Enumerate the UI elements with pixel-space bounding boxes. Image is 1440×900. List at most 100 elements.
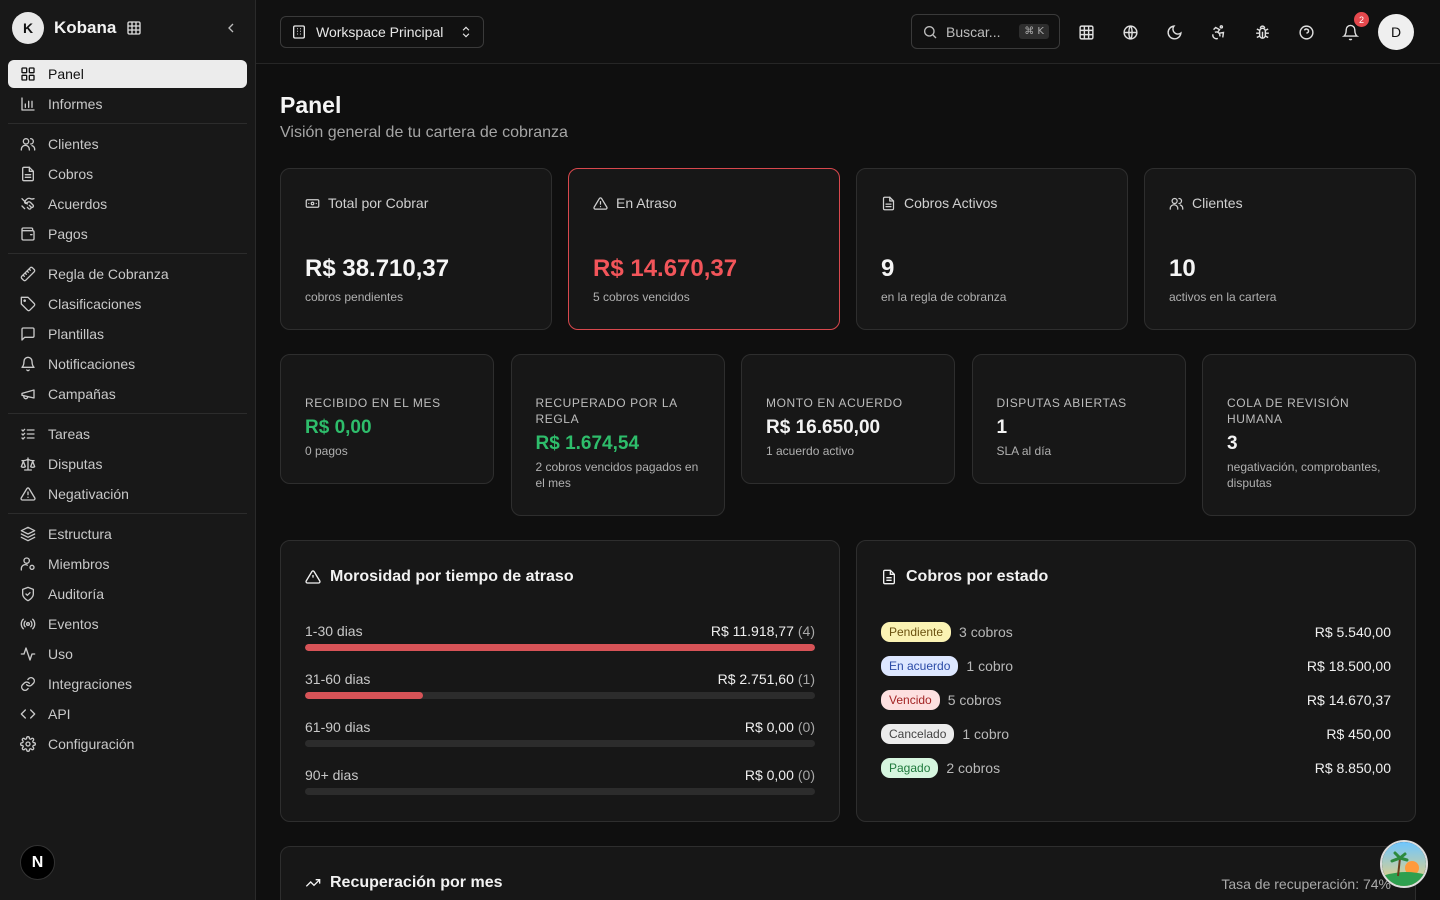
aging-amount-value: R$ 11.918,77	[710, 623, 794, 639]
kpi-label-text: Total por Cobrar	[328, 195, 429, 211]
metric-label: Cola de revisión humana	[1227, 396, 1350, 426]
building-icon	[293, 25, 305, 39]
sidebar-item-label: Integraciones	[48, 676, 133, 692]
sidebar-item-label: Regla de Cobranza	[48, 266, 169, 282]
kpi-note: cobros pendientes	[305, 290, 404, 304]
search-shortcut: ⌘ K	[1019, 24, 1049, 39]
aging-progress-fill	[305, 692, 423, 699]
kpi-label-text: En Atraso	[616, 195, 677, 211]
aging-count: (4)	[797, 623, 815, 639]
sidebar-item-integraciones[interactable]: Integraciones	[8, 670, 247, 698]
layers-icon	[20, 526, 36, 542]
user-avatar[interactable]: D	[1378, 14, 1414, 50]
brand-name[interactable]: Kobana	[54, 18, 117, 37]
status-count: 2 cobros	[946, 760, 1001, 776]
brand-logo[interactable]: K	[12, 12, 44, 44]
sidebar-item-label: Auditoría	[48, 586, 105, 602]
page-title: Panel	[280, 92, 342, 118]
sidebar-item-negativacion[interactable]: Negativación	[8, 480, 247, 508]
aging-amount: R$ 0,00 (0)	[745, 719, 815, 735]
nav-separator	[8, 513, 247, 514]
sidebar-item-acuerdos[interactable]: Acuerdos	[8, 190, 247, 218]
status-row-pendiente: Pendiente 3 cobros R$ 5.540,00	[881, 621, 1391, 643]
aging-count: (0)	[797, 719, 815, 735]
metric-label: Disputas abiertas	[996, 396, 1127, 410]
aging-amount: R$ 11.918,77 (4)	[711, 623, 815, 639]
status-row-pagado: Pagado 2 cobros R$ 8.850,00	[881, 757, 1391, 779]
activity-icon	[20, 647, 36, 661]
sidebar-item-campanas[interactable]: Campañas	[8, 380, 247, 408]
framework-badge[interactable]: N	[20, 845, 55, 880]
sidebar-item-clientes[interactable]: Clientes	[8, 130, 247, 158]
sidebar-item-label: Eventos	[48, 616, 99, 632]
sidebar-item-configuracion[interactable]: Configuración	[8, 730, 247, 758]
sidebar-item-label: Configuración	[48, 736, 135, 752]
aging-count: (1)	[797, 671, 815, 687]
page-subtitle: Visión general de tu cartera de cobranza	[280, 124, 568, 141]
aging-row: 90+ dias R$ 0,00 (0)	[305, 767, 815, 807]
nav-separator	[8, 123, 247, 124]
metric-card-recuperado-por-la-regla: Recuperado por la regla R$ 1.674,54 2 cobr…	[510, 354, 725, 516]
search-icon	[924, 25, 937, 38]
recovery-rate: Tasa de recuperación: 74%	[1221, 876, 1391, 892]
sidebar-item-miembros[interactable]: Miembros	[8, 550, 247, 578]
workspace-selector[interactable]: Workspace Principal	[280, 16, 484, 48]
sidebar-item-label: Acuerdos	[48, 196, 108, 212]
status-panel-title: Cobros por estado	[881, 568, 1048, 586]
status-row-cancelado: Cancelado 1 cobro R$ 450,00	[881, 723, 1391, 745]
search-box[interactable]: Buscar... ⌘ K	[911, 14, 1060, 49]
nav-separator	[8, 413, 247, 414]
status-amount: R$ 18.500,00	[1306, 658, 1391, 674]
sidebar-item-label: API	[48, 706, 71, 722]
metric-label: Monto en acuerdo	[766, 396, 903, 410]
sidebar-item-auditoria[interactable]: Auditoría	[8, 580, 247, 608]
file-text-icon	[883, 569, 895, 585]
sidebar-item-estructura[interactable]: Estructura	[8, 520, 247, 548]
assistant-avatar[interactable]	[1380, 840, 1428, 888]
file-text-icon	[882, 196, 895, 210]
alert-triangle-icon	[305, 570, 321, 584]
status-badge: En acuerdo	[881, 656, 959, 676]
table-grid-icon[interactable]	[126, 20, 142, 36]
workspace-name: Workspace Principal	[316, 24, 444, 40]
sidebar-item-plantillas[interactable]: Plantillas	[8, 320, 247, 348]
aging-progress-track	[305, 740, 815, 747]
sidebar-item-tareas[interactable]: Tareas	[8, 420, 247, 448]
code-icon	[20, 709, 36, 719]
collapse-sidebar-icon[interactable]	[223, 20, 239, 36]
status-count: 1 cobro	[966, 658, 1014, 674]
sidebar-item-label: Negativación	[48, 486, 129, 502]
sidebar-item-api[interactable]: API	[8, 700, 247, 728]
metric-label: Recibido en el mes	[305, 396, 441, 410]
sidebar-item-panel[interactable]: Panel	[8, 60, 247, 88]
sidebar-item-uso[interactable]: Uso	[8, 640, 247, 668]
metric-note: 0 pagos	[305, 444, 348, 458]
users-icon	[1169, 197, 1184, 210]
moon-icon[interactable]	[1164, 22, 1184, 42]
sidebar-item-cobros[interactable]: Cobros	[8, 160, 247, 188]
sidebar-item-pagos[interactable]: Pagos	[8, 220, 247, 248]
sidebar-item-notificaciones[interactable]: Notificaciones	[8, 350, 247, 378]
sidebar-item-label: Pagos	[48, 226, 88, 242]
sidebar-item-informes[interactable]: Informes	[8, 90, 247, 118]
sidebar-item-label: Clasificaciones	[48, 296, 142, 312]
bell-icon[interactable]	[1340, 22, 1360, 42]
sidebar-item-label: Notificaciones	[48, 356, 136, 372]
sidebar-item-disputas[interactable]: Disputas	[8, 450, 247, 478]
help-circle-icon[interactable]	[1296, 22, 1316, 42]
globe-icon[interactable]	[1120, 22, 1140, 42]
accessibility-icon[interactable]	[1208, 22, 1228, 42]
aging-progress-fill	[305, 644, 815, 651]
settings-icon	[20, 736, 36, 752]
kpi-value: 9	[881, 255, 895, 282]
aging-count: (0)	[797, 767, 815, 783]
sidebar-item-label: Plantillas	[48, 326, 105, 342]
sidebar-item-regla-de-cobranza[interactable]: Regla de Cobranza	[8, 260, 247, 288]
status-count: 1 cobro	[962, 726, 1010, 742]
sidebar-item-clasificaciones[interactable]: Clasificaciones	[8, 290, 247, 318]
sidebar-item-eventos[interactable]: Eventos	[8, 610, 247, 638]
metric-card-monto-en-acuerdo: Monto en acuerdo R$ 16.650,00 1 acuerdo ac…	[741, 354, 955, 484]
bug-icon[interactable]	[1252, 22, 1272, 42]
grid-icon[interactable]	[1076, 22, 1096, 42]
metric-value: 3	[1227, 433, 1238, 454]
